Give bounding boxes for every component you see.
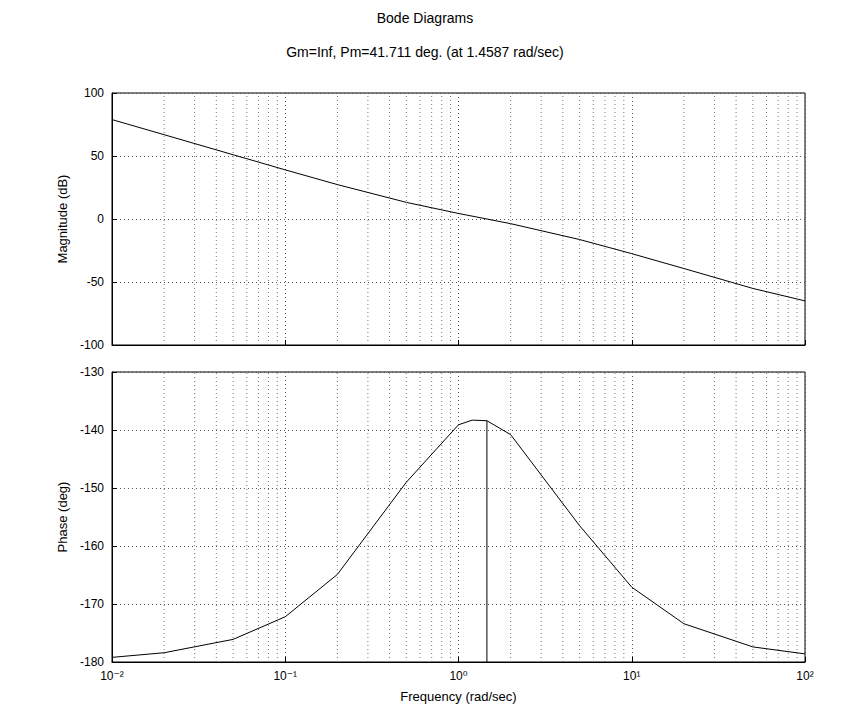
svg-text:10²: 10² — [796, 669, 813, 683]
svg-text:10¹: 10¹ — [623, 669, 640, 683]
svg-text:-100: -100 — [80, 338, 104, 352]
svg-text:Gm=Inf, Pm=41.711 deg. (at 1.4: Gm=Inf, Pm=41.711 deg. (at 1.4587 rad/se… — [286, 44, 564, 60]
svg-text:Bode Diagrams: Bode Diagrams — [377, 10, 474, 26]
svg-text:-150: -150 — [80, 481, 104, 495]
svg-text:-180: -180 — [80, 655, 104, 669]
svg-text:-160: -160 — [80, 539, 104, 553]
svg-text:0: 0 — [97, 212, 104, 226]
svg-text:50: 50 — [91, 149, 105, 163]
svg-text:100: 100 — [84, 86, 104, 100]
svg-text:10⁰: 10⁰ — [449, 669, 467, 683]
svg-text:-130: -130 — [80, 365, 104, 379]
svg-text:Frequency (rad/sec): Frequency (rad/sec) — [400, 689, 516, 704]
svg-text:-50: -50 — [87, 275, 105, 289]
svg-text:Magnitude (dB): Magnitude (dB) — [55, 175, 70, 264]
svg-text:10⁻²: 10⁻² — [100, 669, 124, 683]
svg-text:10⁻¹: 10⁻¹ — [273, 669, 297, 683]
svg-text:Phase (deg): Phase (deg) — [55, 482, 70, 553]
svg-text:-140: -140 — [80, 423, 104, 437]
svg-text:-170: -170 — [80, 597, 104, 611]
